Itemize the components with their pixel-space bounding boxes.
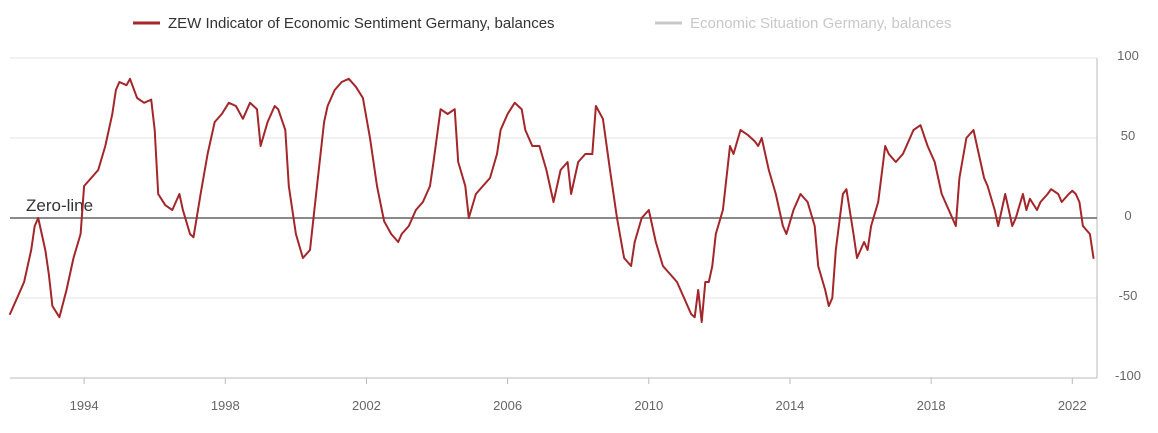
x-tick-label: 2022 xyxy=(1058,398,1087,413)
legend-label-situation: Economic Situation Germany, balances xyxy=(690,15,952,32)
y-tick-labels: 100 50 0 -50 -100 xyxy=(1115,48,1141,383)
y-tick-label: -50 xyxy=(1119,288,1138,303)
y-tick-label: 100 xyxy=(1117,48,1139,63)
axes xyxy=(10,58,1098,384)
x-tick-label: 2006 xyxy=(493,398,522,413)
y-tick-label: 50 xyxy=(1121,128,1135,143)
legend: ZEW Indicator of Economic Sentiment Germ… xyxy=(133,15,952,32)
zero-line-label: Zero-line xyxy=(26,196,93,215)
x-tick-label: 2010 xyxy=(634,398,663,413)
x-tick-label: 1998 xyxy=(211,398,240,413)
x-tick-label: 1994 xyxy=(70,398,99,413)
x-tick-label: 2018 xyxy=(917,398,946,413)
legend-label-sentiment: ZEW Indicator of Economic Sentiment Germ… xyxy=(168,15,555,32)
legend-item-sentiment[interactable]: ZEW Indicator of Economic Sentiment Germ… xyxy=(133,15,555,32)
x-tick-label: 2002 xyxy=(352,398,381,413)
x-tick-labels: 1994 1998 2002 2006 2010 2014 2018 2022 xyxy=(70,398,1087,413)
x-tick-label: 2014 xyxy=(775,398,804,413)
series-layer xyxy=(9,77,1095,323)
series-line-sentiment xyxy=(9,77,1095,323)
y-tick-label: 0 xyxy=(1124,208,1131,223)
legend-item-situation[interactable]: Economic Situation Germany, balances xyxy=(655,15,952,32)
y-tick-label: -100 xyxy=(1115,368,1141,383)
